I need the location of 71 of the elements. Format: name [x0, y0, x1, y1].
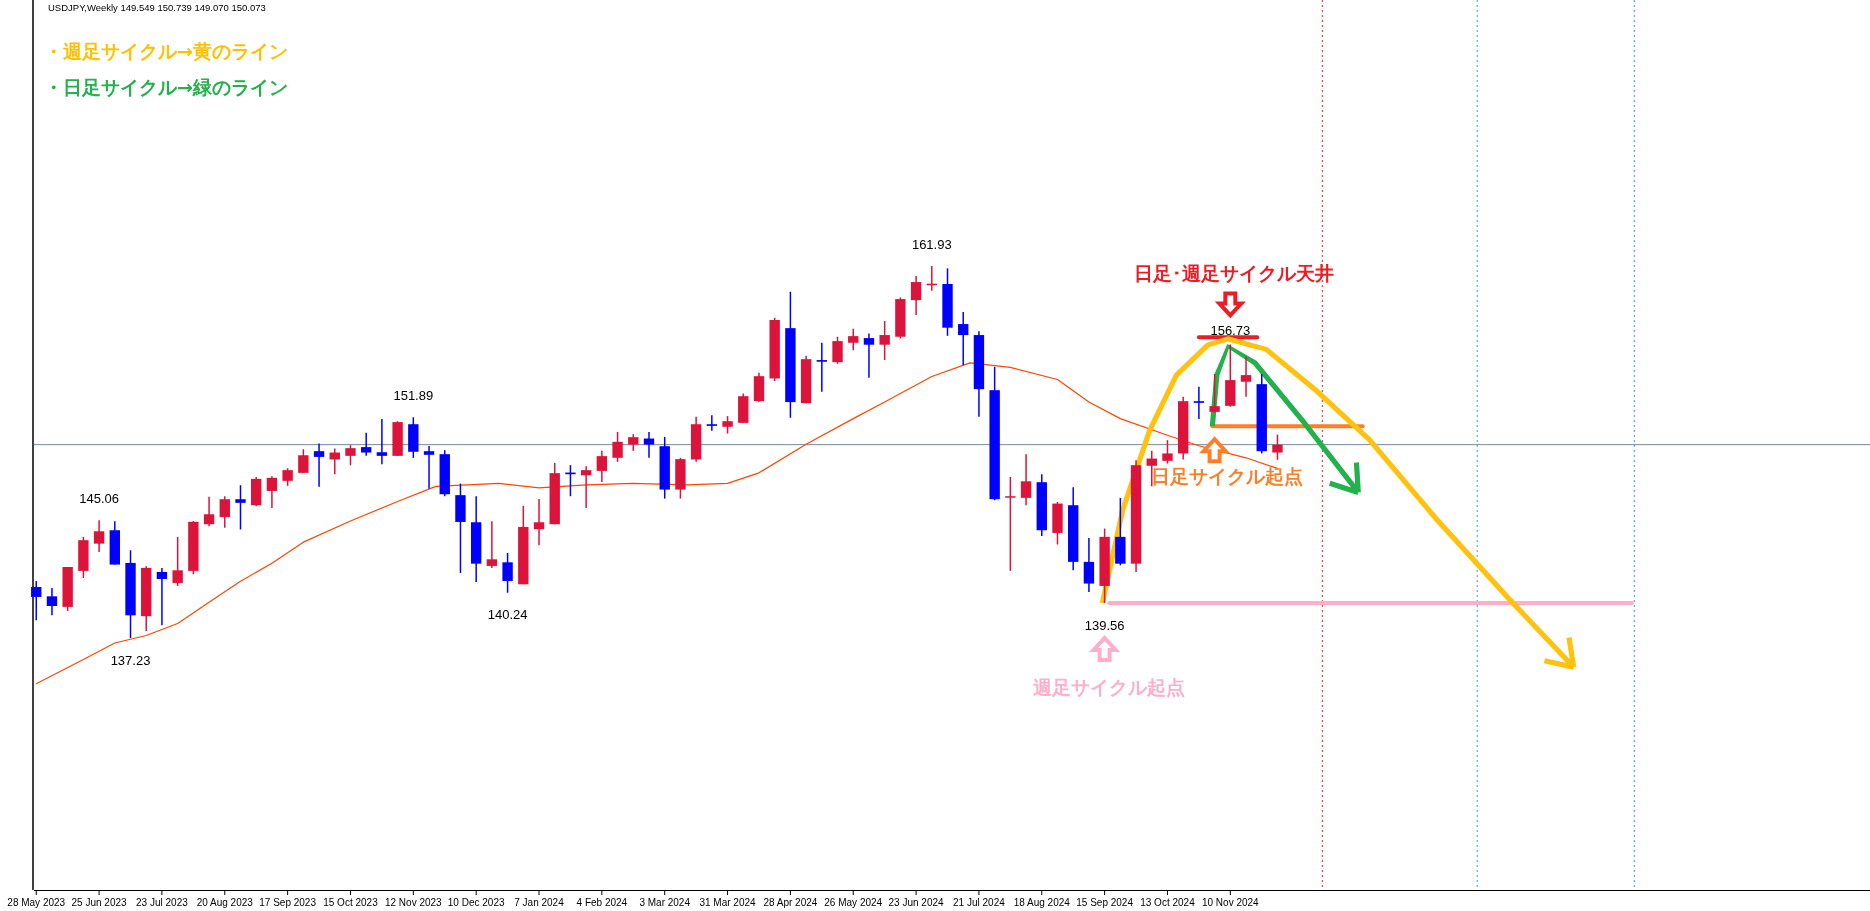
- candlestick: [156, 567, 168, 627]
- candlestick: [1162, 439, 1173, 465]
- candlestick: [31, 580, 42, 622]
- annotation: 140.24: [487, 607, 528, 623]
- x-tick-label: 26 May 2024: [824, 897, 883, 908]
- candlestick: [910, 275, 922, 316]
- candlestick: [832, 335, 843, 365]
- annotation: 139.56: [1084, 617, 1125, 633]
- annotation: 週足サイクル起点: [1031, 675, 1185, 698]
- candlestick: [298, 448, 309, 474]
- candlestick: [643, 431, 655, 459]
- x-tick-label: 20 Aug 2023: [196, 897, 254, 908]
- annotation: 日足･週足サイクル天井: [1134, 262, 1335, 285]
- x-tick-label: 23 Jun 2024: [888, 897, 945, 908]
- x-tick-label: 7 Jan 2024: [514, 897, 565, 908]
- x-tick-label: 10 Dec 2023: [447, 897, 505, 908]
- x-tick-label: 12 Nov 2023: [384, 897, 443, 908]
- x-tick-label: 15 Oct 2023: [323, 897, 379, 908]
- candlestick: [172, 536, 183, 587]
- x-tick-label: 21 Jul 2024: [953, 897, 1006, 908]
- annotation: 145.06: [79, 490, 119, 506]
- x-tick-label: 17 Sep 2023: [259, 897, 317, 908]
- candlestick: [486, 520, 498, 569]
- x-tick-label: 31 Mar 2024: [699, 897, 757, 908]
- candlestick: [376, 418, 388, 465]
- candlestick: [580, 465, 592, 509]
- x-tick-label: 25 Jun 2023: [71, 897, 128, 908]
- candlestick: [46, 587, 58, 617]
- candlestick: [345, 444, 356, 466]
- x-tick-label: 4 Feb 2024: [576, 897, 628, 908]
- x-tick-label: 23 Jul 2023: [136, 897, 189, 908]
- x-tick-label: 18 Aug 2024: [1013, 897, 1071, 908]
- candlestick: [1193, 385, 1205, 420]
- candlestick: [423, 445, 435, 490]
- x-tick-label: 13 Oct 2024: [1140, 897, 1196, 908]
- candlestick: [1083, 537, 1095, 593]
- candlestick: [612, 431, 623, 463]
- candlestick: [1005, 476, 1016, 572]
- annotation: 156.73: [1210, 322, 1251, 338]
- annotation: 151.89: [393, 387, 434, 403]
- candlestick: [313, 442, 325, 488]
- candlestick: [203, 496, 215, 527]
- candlestick: [1272, 433, 1283, 461]
- candlestick: [235, 484, 246, 531]
- x-tick-label: 10 Nov 2024: [1201, 897, 1260, 908]
- candlestick: [958, 311, 969, 366]
- candlestick: [1240, 356, 1252, 398]
- candlestick: [1209, 373, 1220, 414]
- candlestick: [533, 498, 545, 547]
- annotation: 161.93: [911, 236, 952, 252]
- candlestick: [863, 332, 875, 379]
- candlestick: [706, 414, 718, 432]
- candlestick: [93, 519, 105, 553]
- candlestick: [266, 475, 278, 509]
- candlestick: [502, 552, 513, 594]
- candlestick: [879, 320, 890, 361]
- x-tick-label: 15 Sep 2024: [1076, 897, 1134, 908]
- candlestick: [1020, 453, 1032, 506]
- candlestick: [848, 327, 859, 351]
- chart-title: USDJPY,Weekly 149.549 150.739 149.070 150.073: [48, 2, 266, 13]
- annotation: 日足サイクル起点: [1150, 464, 1303, 487]
- annotation: ・日足サイクル→緑のライン: [44, 76, 288, 98]
- candlestick: [219, 495, 230, 529]
- candlestick: [816, 342, 827, 393]
- candlestick: [596, 450, 608, 483]
- annotation: ・週足サイクル→黄のライン: [44, 40, 288, 62]
- x-tick-label: 28 May 2023: [7, 897, 66, 908]
- x-tick-label: 3 Mar 2024: [639, 897, 691, 908]
- x-tick-label: 28 Apr 2024: [763, 897, 818, 908]
- candlestick: [361, 432, 372, 457]
- annotation: 137.23: [110, 652, 151, 668]
